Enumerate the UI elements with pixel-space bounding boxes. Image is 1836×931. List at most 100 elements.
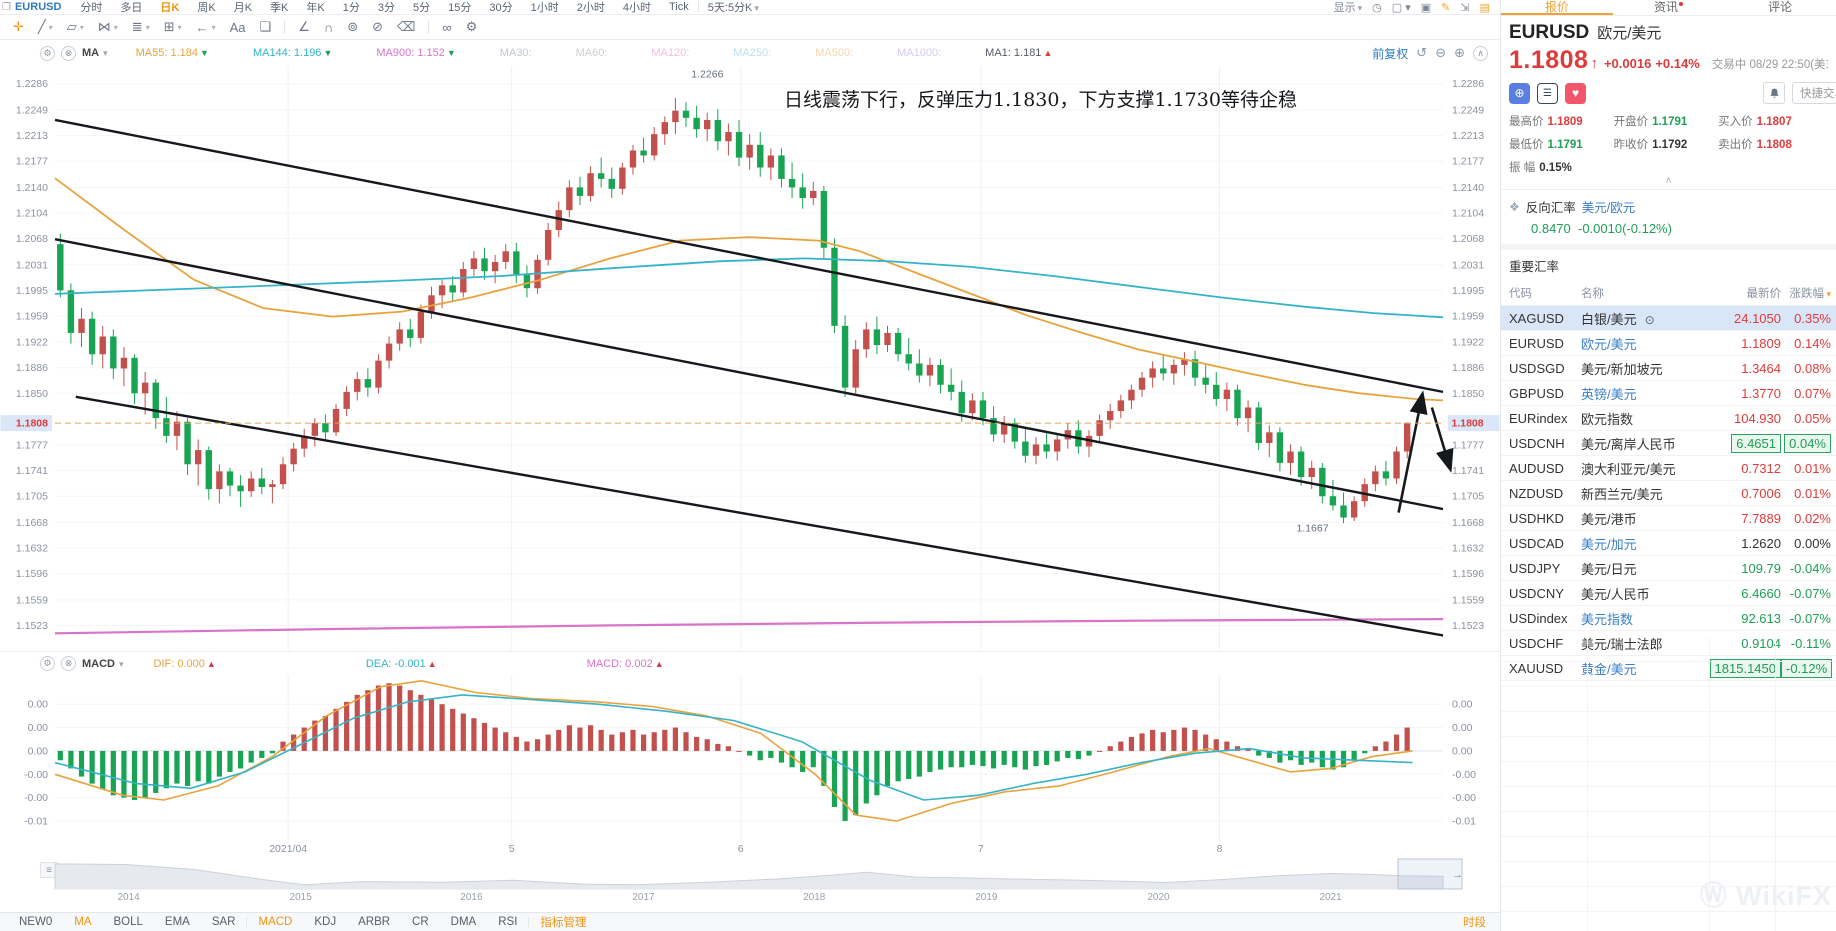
indicator-BOLL[interactable]: BOLL xyxy=(113,916,143,928)
undo-icon[interactable]: ↺ xyxy=(1416,45,1428,60)
zoom-in-icon[interactable]: ⊕ xyxy=(1454,45,1465,60)
indicator-EMA[interactable]: EMA xyxy=(164,916,190,928)
table-row[interactable]: USDJPY 美元/日元 109.79 -0.04% xyxy=(1501,555,1836,581)
tab-资讯[interactable]: 资讯 xyxy=(1613,0,1725,15)
table-row[interactable]: EURUSD 欧元/美元 1.1809 0.14% xyxy=(1501,330,1836,356)
indicator-SAR[interactable]: SAR xyxy=(211,916,236,928)
pair-name[interactable]: 美元指数 xyxy=(1581,611,1634,627)
arrow-tool[interactable]: ← ▾ xyxy=(189,20,223,35)
timeframe-多日[interactable]: 多日 xyxy=(120,2,143,14)
ma-legend-item[interactable]: MA900: 1.152 ▼ xyxy=(376,47,455,59)
table-row[interactable]: AUDUSD 澳大利亚元/美元 0.7312 0.01% xyxy=(1501,455,1836,481)
timeframe-Tick[interactable]: Tick xyxy=(669,1,689,13)
hide-drawings-icon[interactable]: ⊘ xyxy=(365,19,390,35)
shape-tool[interactable]: ▱ ▾ xyxy=(60,19,91,35)
move-tool[interactable]: ✛ xyxy=(6,19,31,35)
report-icon[interactable]: ▤ xyxy=(1479,1,1490,14)
text-tool[interactable]: Aa xyxy=(223,20,253,35)
macd-selector[interactable]: MACD xyxy=(82,658,124,670)
table-row[interactable]: USDCNY 美元/人民币 6.4660 -0.07% xyxy=(1501,580,1836,606)
timeframe-日K[interactable]: 日K xyxy=(160,2,180,14)
ma-legend-item[interactable]: MA250: xyxy=(733,47,771,59)
timeframe-季K[interactable]: 季K xyxy=(270,2,289,14)
inverse-pair-link[interactable]: 美元/欧元 xyxy=(1581,201,1636,215)
navigator-window[interactable]: → xyxy=(1397,858,1463,890)
indicator-settings-icon[interactable]: ⚙ xyxy=(40,45,55,61)
range-dropdown[interactable]: 5天:5分K xyxy=(699,0,768,15)
trendline-tool[interactable]: ╱ ▾ xyxy=(31,19,60,35)
ma-legend-item[interactable]: MA500: xyxy=(815,47,853,59)
measure-tool[interactable]: ⊞ ▾ xyxy=(157,19,189,35)
timeframe-月K[interactable]: 月K xyxy=(233,2,253,14)
indicator-CR[interactable]: CR xyxy=(412,916,429,928)
zoom-out-icon[interactable]: ⊖ xyxy=(1435,45,1447,60)
layout-icon[interactable]: ▢ ▾ xyxy=(1391,1,1411,14)
macd-chart[interactable]: 0.00 0.00 0.00 0.00 0.00 0.00 -0.00 -0.00 -0.00 -… xyxy=(0,675,1500,842)
ma-legend-item[interactable]: MA30: xyxy=(500,47,532,59)
table-row[interactable]: USDCNH 美元/离岸人民币 6.4651 0.04% xyxy=(1501,430,1836,456)
alert-bell-icon[interactable]: ◷ xyxy=(1372,1,1382,14)
session-button[interactable]: 时段 xyxy=(1463,917,1486,929)
language-globe-icon[interactable]: ⊕ xyxy=(1509,82,1530,104)
indicator-close-icon[interactable]: ⊗ xyxy=(61,45,76,61)
col-header-涨跌幅[interactable]: 涨跌幅 ▾ xyxy=(1781,281,1836,306)
draw-mode-icon[interactable]: ✎ xyxy=(1441,1,1451,14)
chart-navigator[interactable]: 2014 2015 2016 2017 2018 2019 2020 2021 → xyxy=(0,858,1500,904)
tab-报价[interactable]: 报价 xyxy=(1501,0,1613,15)
settings-gear-icon[interactable]: ⚙ xyxy=(459,19,485,35)
compare-icon[interactable]: ∞ xyxy=(435,20,458,35)
timeframe-5分[interactable]: 5分 xyxy=(413,2,431,14)
indicator-ARBR[interactable]: ARBR xyxy=(358,916,391,928)
delete-drawings-icon[interactable]: ⌫ xyxy=(390,19,422,35)
table-row[interactable]: GBPUSD 英镑/美元 1.3770 0.07% xyxy=(1501,380,1836,406)
ma-legend-item[interactable]: MA120: xyxy=(651,47,689,59)
collapse-stats-button[interactable]: ∧ xyxy=(1664,175,1673,186)
timeframe-1分[interactable]: 1分 xyxy=(342,2,360,14)
indicator-KDJ[interactable]: KDJ xyxy=(314,916,337,928)
table-row[interactable]: USDHKD 美元/港币 7.7889 0.02% xyxy=(1501,505,1836,531)
table-row[interactable]: EURindex 欧元指数 104.930 0.05% xyxy=(1501,405,1836,431)
adjustment-mode-label[interactable]: 前复权 xyxy=(1372,46,1409,61)
table-row[interactable]: USDindex 美元指数 92.613 -0.07% xyxy=(1501,605,1836,631)
timeframe-2小时[interactable]: 2小时 xyxy=(576,2,605,14)
magnet-tool[interactable]: ∩ xyxy=(317,20,340,35)
indicator-指标管理[interactable]: 指标管理 xyxy=(540,917,587,929)
indicator-RSI[interactable]: RSI xyxy=(498,916,518,928)
collapse-icon[interactable]: ∧ xyxy=(1473,45,1488,61)
indicator-MACD[interactable]: MACD xyxy=(258,916,293,928)
comment-tool[interactable]: ❑ xyxy=(253,19,279,35)
pair-name[interactable]: 欧元/美元 xyxy=(1581,336,1637,352)
annotation-tool[interactable]: ≣ ▾ xyxy=(125,19,157,35)
macd-close-icon[interactable]: ⊗ xyxy=(61,656,76,671)
table-row[interactable]: NZDUSD 新西兰元/美元 0.7006 0.01% xyxy=(1501,480,1836,506)
timeframe-周K[interactable]: 周K xyxy=(197,2,216,14)
angle-tool[interactable]: ∠ xyxy=(291,19,317,35)
col-header-名称[interactable]: 名称 xyxy=(1581,281,1699,306)
timeframe-年K[interactable]: 年K xyxy=(306,2,325,14)
indicator-MA[interactable]: MA xyxy=(74,916,92,928)
col-header-代码[interactable]: 代码 xyxy=(1501,281,1581,306)
timeframe-4小时[interactable]: 4小时 xyxy=(622,2,651,14)
window-icon[interactable]: ❐ xyxy=(2,1,11,13)
favorite-heart-icon[interactable]: ♥ xyxy=(1565,82,1586,104)
table-row[interactable]: USDCAD 美元/加元 1.2620 0.00% xyxy=(1501,530,1836,556)
col-header-最新价[interactable]: 最新价 xyxy=(1699,281,1781,306)
timeframe-3分[interactable]: 3分 xyxy=(377,2,395,14)
ma-legend-item[interactable]: MA55: 1.184 ▼ xyxy=(136,47,209,59)
ma-legend-item[interactable]: MA144: 1.196 ▼ xyxy=(253,47,332,59)
timeframe-1小时[interactable]: 1小时 xyxy=(530,2,559,14)
ma-legend-item[interactable]: MA1000: xyxy=(897,47,941,59)
ma-selector[interactable]: MA xyxy=(82,47,108,59)
price-chart[interactable]: 1.2286 1.2286 1.2249 1.2249 1.2213 1.2213 1.21… xyxy=(0,66,1500,651)
pair-name[interactable]: 美元/加元 xyxy=(1581,536,1637,552)
screenshot-icon[interactable]: ▣ xyxy=(1420,1,1432,14)
fullscreen-icon[interactable]: ⇲ xyxy=(1460,1,1470,14)
macd-settings-icon[interactable]: ⚙ xyxy=(40,656,55,671)
pair-name[interactable]: 英镑/美元 xyxy=(1581,386,1637,402)
watch-eye-icon[interactable]: ⊙ xyxy=(1644,312,1655,327)
quick-trade-button[interactable]: 快捷交易 xyxy=(1792,82,1836,104)
timeframe-分时[interactable]: 分时 xyxy=(80,2,103,14)
indicator-DMA[interactable]: DMA xyxy=(450,916,477,928)
alert-bell-button[interactable] xyxy=(1763,82,1785,104)
tab-评论[interactable]: 评论 xyxy=(1768,0,1793,14)
